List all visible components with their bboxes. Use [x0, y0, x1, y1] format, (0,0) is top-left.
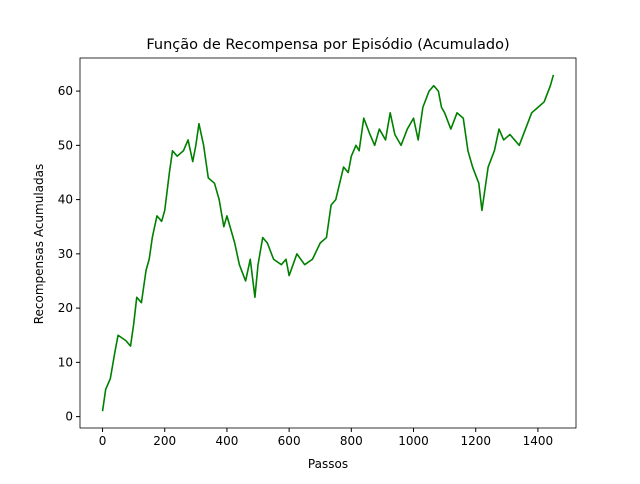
y-tick-label: 40: [58, 193, 73, 207]
x-tick-label: 1400: [523, 434, 554, 448]
y-tick-label: 0: [65, 410, 73, 424]
y-tick-label: 20: [58, 301, 73, 315]
y-axis-label: Recompensas Acumuladas: [32, 164, 46, 325]
x-tick-label: 200: [153, 434, 176, 448]
chart-title: Função de Recompensa por Episódio (Acumu…: [146, 37, 509, 53]
x-tick-label: 1000: [398, 434, 429, 448]
x-tick-label: 0: [99, 434, 107, 448]
x-tick-label: 400: [215, 434, 238, 448]
x-tick-label: 1200: [460, 434, 491, 448]
x-tick-label: 800: [340, 434, 363, 448]
x-axis-label: Passos: [308, 457, 348, 471]
x-tick-label: 600: [278, 434, 301, 448]
data-line: [101, 74, 555, 412]
y-tick-label: 60: [58, 84, 73, 98]
plot-frame: [79, 57, 577, 429]
y-tick-label: 50: [58, 138, 73, 152]
y-tick-label: 30: [58, 247, 73, 261]
y-tick-label: 10: [58, 355, 73, 369]
